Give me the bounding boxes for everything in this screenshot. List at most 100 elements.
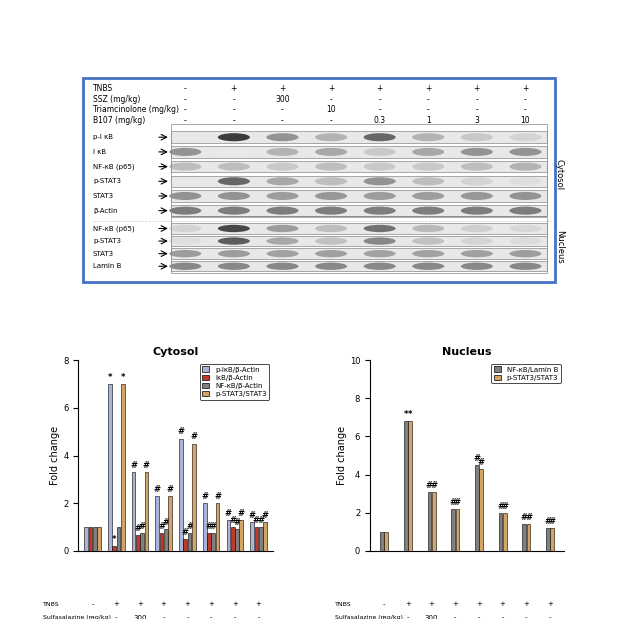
Bar: [211, 533, 215, 551]
Text: p-STAT3: p-STAT3: [93, 238, 121, 244]
Text: -: -: [233, 95, 235, 104]
Ellipse shape: [364, 133, 396, 141]
Text: *: *: [108, 373, 112, 382]
Bar: [171, 190, 547, 202]
Ellipse shape: [461, 207, 493, 215]
Ellipse shape: [461, 225, 493, 232]
Ellipse shape: [266, 133, 298, 141]
Text: -: -: [184, 84, 187, 93]
Text: #: #: [225, 509, 232, 517]
Text: -: -: [234, 615, 236, 619]
Bar: [171, 205, 547, 217]
Bar: [97, 527, 101, 551]
Text: #: #: [454, 498, 461, 507]
Text: Nucleus: Nucleus: [555, 230, 564, 264]
Text: -: -: [330, 116, 332, 125]
Ellipse shape: [218, 192, 250, 200]
Title: Nucleus: Nucleus: [443, 347, 492, 357]
Text: #: #: [154, 485, 161, 494]
Text: #: #: [186, 522, 193, 530]
Ellipse shape: [364, 177, 396, 185]
Ellipse shape: [509, 192, 542, 200]
Text: -: -: [427, 95, 429, 104]
Text: *: *: [120, 373, 125, 382]
Ellipse shape: [461, 250, 493, 258]
Bar: [84, 527, 88, 551]
Text: +: +: [500, 601, 505, 607]
Text: -: -: [475, 95, 478, 104]
Bar: [226, 520, 230, 551]
Bar: [428, 491, 431, 551]
Bar: [88, 527, 92, 551]
Ellipse shape: [509, 262, 542, 270]
Ellipse shape: [509, 250, 542, 258]
Bar: [171, 146, 547, 158]
Y-axis label: Fold change: Fold change: [51, 426, 60, 485]
Ellipse shape: [315, 250, 347, 258]
Ellipse shape: [169, 225, 201, 232]
Text: p-I κB: p-I κB: [93, 134, 113, 141]
Text: #: #: [549, 517, 556, 526]
Bar: [171, 161, 547, 172]
Ellipse shape: [266, 262, 298, 270]
Bar: [259, 527, 263, 551]
Ellipse shape: [461, 262, 493, 270]
Ellipse shape: [218, 262, 250, 270]
Ellipse shape: [461, 148, 493, 156]
Text: 300: 300: [275, 95, 290, 104]
Bar: [171, 236, 547, 246]
Text: -: -: [378, 105, 381, 115]
Text: TNBS: TNBS: [93, 84, 113, 93]
Ellipse shape: [509, 238, 542, 245]
Text: TNBS: TNBS: [335, 602, 352, 607]
Bar: [404, 421, 408, 551]
Ellipse shape: [412, 207, 445, 215]
Text: +: +: [522, 84, 529, 93]
Ellipse shape: [364, 238, 396, 245]
Ellipse shape: [509, 177, 542, 185]
Text: #: #: [238, 509, 245, 517]
Text: 10: 10: [520, 116, 530, 125]
Text: #: #: [261, 511, 268, 520]
Text: SSZ (mg/kg): SSZ (mg/kg): [93, 95, 140, 104]
Text: +: +: [328, 84, 334, 93]
Text: *: *: [112, 535, 117, 543]
Text: #: #: [521, 513, 528, 522]
Text: #: #: [478, 458, 485, 467]
Text: #: #: [206, 522, 213, 530]
Text: -: -: [210, 615, 213, 619]
Ellipse shape: [169, 133, 201, 141]
Text: *: *: [408, 410, 412, 419]
Text: 10: 10: [326, 105, 336, 115]
Text: Sulfasalazine (mg/kg): Sulfasalazine (mg/kg): [335, 615, 403, 619]
Bar: [117, 527, 120, 551]
Ellipse shape: [509, 163, 542, 171]
Bar: [160, 533, 164, 551]
Ellipse shape: [461, 238, 493, 245]
Ellipse shape: [315, 192, 347, 200]
Text: 300: 300: [134, 615, 147, 619]
Ellipse shape: [169, 207, 201, 215]
Text: -: -: [162, 615, 165, 619]
Ellipse shape: [266, 148, 298, 156]
Text: +: +: [429, 601, 435, 607]
Ellipse shape: [412, 238, 445, 245]
Text: +: +: [161, 601, 167, 607]
Text: #: #: [191, 432, 198, 441]
Text: -: -: [383, 601, 386, 607]
Text: -: -: [427, 105, 429, 115]
Text: #: #: [473, 454, 480, 463]
Text: #: #: [162, 518, 169, 527]
Ellipse shape: [364, 163, 396, 171]
Text: -: -: [233, 116, 235, 125]
Bar: [250, 522, 254, 551]
Ellipse shape: [218, 148, 250, 156]
Text: p-STAT3: p-STAT3: [93, 178, 121, 184]
Y-axis label: Fold change: Fold change: [337, 426, 347, 485]
Bar: [456, 509, 459, 551]
Text: -: -: [184, 105, 187, 115]
Ellipse shape: [169, 238, 201, 245]
Text: 0.3: 0.3: [374, 116, 386, 125]
Bar: [112, 546, 116, 551]
Text: -: -: [92, 615, 94, 619]
